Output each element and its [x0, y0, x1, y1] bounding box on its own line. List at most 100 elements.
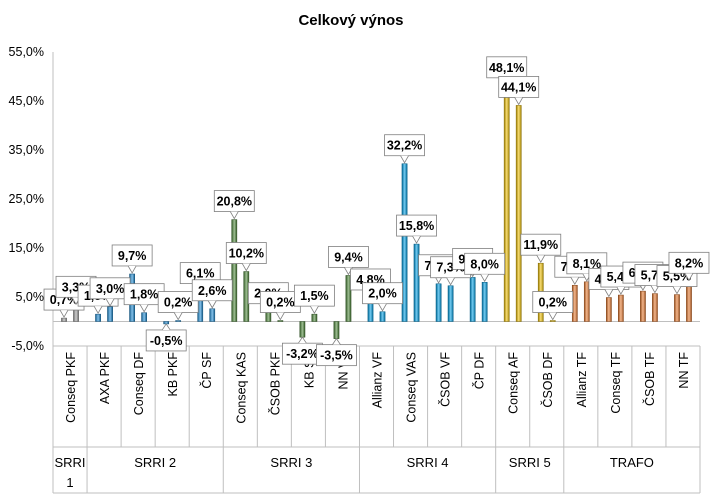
data-label: 8,0%	[464, 252, 506, 283]
bar-conseq-vas-1	[401, 163, 408, 322]
bar-conseq-kas-1	[231, 219, 238, 322]
data-label-pointer	[616, 286, 626, 295]
category-label: KB PKF	[166, 352, 180, 397]
data-label-pointer	[480, 274, 490, 283]
y-tick-label: 15,0%	[9, 241, 44, 255]
data-label: 20,8%	[213, 190, 255, 220]
data-label-pointer	[105, 298, 115, 307]
data-label: -3,5%	[316, 337, 357, 367]
bar-axa-pkf-2	[107, 306, 113, 322]
data-label-text: 9,4%	[334, 250, 363, 264]
category-label: Allianz VF	[371, 352, 385, 409]
data-label: -3,2%	[281, 336, 323, 365]
data-label-pointer	[446, 277, 455, 286]
bar-conseq-tf-2	[618, 294, 624, 322]
data-label-text: 1,8%	[130, 288, 159, 302]
data-label-pointer	[570, 277, 580, 286]
bar--sob-tf-2	[652, 293, 658, 322]
data-label-pointer	[207, 300, 217, 309]
data-label-text: 15,8%	[399, 219, 434, 233]
bar-conseq-pkf-1	[61, 317, 67, 322]
group-label: TRAFO	[610, 455, 654, 470]
data-label-text: -3,5%	[320, 349, 353, 363]
bar--sob-pkf-2	[277, 320, 284, 322]
category-label: Conseq PKF	[64, 352, 78, 423]
bar--sob-vf-1	[435, 283, 442, 322]
bar-conseq-vas-2	[413, 243, 420, 322]
bar-nn-vf-2	[345, 275, 352, 322]
bar--p-df-2	[481, 282, 488, 322]
data-label-pointer	[139, 304, 149, 313]
data-label-pointer	[604, 289, 614, 298]
category-label: ČSOB PKF	[267, 352, 282, 416]
category-label: Conseq DF	[132, 352, 146, 416]
data-label: 0,2%	[532, 291, 574, 321]
category-label: ČP SF	[199, 352, 214, 389]
bar--sob-tf-1	[640, 290, 646, 322]
data-label: 10,2%	[225, 242, 267, 272]
category-label: ČSOB VF	[438, 352, 453, 407]
bar--p-sf-2	[209, 308, 216, 322]
data-label-text: 1,5%	[300, 289, 329, 303]
data-label: 1,8%	[123, 283, 165, 313]
data-label: 2,0%	[362, 282, 403, 312]
data-label-text: 8,2%	[675, 256, 704, 270]
y-tick-label: 35,0%	[9, 143, 44, 157]
y-tick-label: -5,0%	[11, 339, 44, 353]
category-label: AXA PKF	[98, 352, 112, 404]
group-label: SRRI	[54, 455, 85, 470]
category-label: ČSOB DF	[540, 352, 555, 408]
bars	[61, 85, 692, 339]
data-label-text: 2,0%	[368, 287, 397, 301]
data-label-pointer	[672, 286, 682, 295]
data-label-text: 0,2%	[164, 296, 193, 310]
bar-kb-sf-2	[311, 313, 318, 322]
data-label-pointer	[650, 285, 660, 294]
data-label-pointer	[229, 211, 239, 220]
data-label: 1,5%	[293, 284, 335, 314]
data-label: 9,7%	[111, 244, 153, 274]
bar-nn-vf-1	[333, 321, 340, 339]
data-label-pointer	[59, 309, 69, 318]
data-label-pointer	[93, 305, 103, 314]
data-label: 2,6%	[191, 279, 233, 309]
bar-kb-pkf-2	[175, 320, 182, 322]
data-label-text: 48,1%	[489, 61, 524, 75]
category-label: Conseq AF	[507, 352, 521, 414]
data-label: 8,2%	[668, 251, 710, 282]
data-label-pointer	[548, 312, 558, 321]
category-label: Conseq TF	[609, 352, 623, 414]
data-label-text: 20,8%	[217, 195, 252, 209]
data-label: 11,9%	[520, 233, 562, 263]
data-label-pointer	[378, 303, 387, 312]
data-label-pointer	[332, 337, 341, 345]
category-label: ČP DF	[472, 352, 487, 390]
bar-conseq-df-2	[141, 312, 147, 322]
bar-conseq-af-1	[503, 85, 510, 322]
data-label-text: 8,1%	[573, 257, 602, 271]
data-label-text: 44,1%	[501, 80, 536, 94]
y-tick-label: 25,0%	[9, 192, 44, 206]
data-label-pointer	[161, 323, 171, 331]
category-table: SRRI 1 SRRI 2 SRRI 3 SRRI 4 SRRI 5 TRAFO Conseq…	[52, 345, 701, 494]
data-label-text: -3,2%	[286, 347, 319, 361]
bar--sob-df-2	[549, 320, 556, 322]
group-label: SRRI 5	[509, 455, 551, 470]
data-label-pointer	[241, 263, 251, 272]
data-label-text: 3,0%	[96, 282, 125, 296]
data-label-text: 6,1%	[186, 267, 215, 281]
data-label: 9,4%	[328, 246, 369, 276]
bar-conseq-tf-1	[606, 297, 612, 322]
data-label-text: 11,9%	[523, 238, 558, 252]
data-label-pointer	[275, 312, 285, 321]
data-label: 6,1%	[179, 262, 221, 292]
data-label-pointer	[684, 273, 694, 282]
data-label-pointer	[412, 235, 421, 244]
bar-allianz-vf-2	[379, 311, 386, 322]
y-tick-label: 55,0%	[9, 45, 44, 59]
category-label: NN TF	[677, 352, 691, 389]
y-tick-label: 5,0%	[16, 290, 45, 304]
category-label: Allianz TF	[575, 352, 589, 408]
data-label-text: 8,0%	[470, 257, 499, 271]
